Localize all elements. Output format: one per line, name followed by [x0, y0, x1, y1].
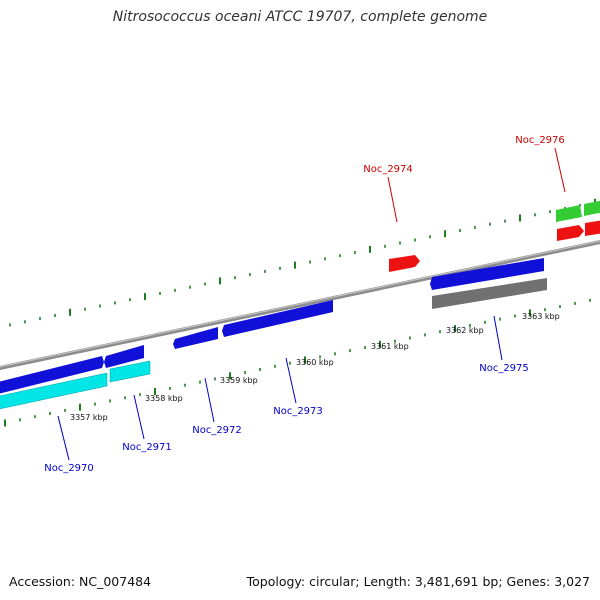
label-leader-lines — [57, 147, 566, 461]
scale-label: 3359 kbp — [220, 376, 258, 385]
leader-noc-2976 — [554, 147, 566, 193]
leader-noc-2973 — [285, 357, 297, 404]
scale-label: 3363 kbp — [522, 312, 560, 321]
scale-label: 3361 kbp — [371, 342, 409, 351]
rna-feature-noc-2976 — [557, 225, 584, 241]
feature-cyan-long — [0, 372, 108, 410]
gene-label-noc-2975: Noc_2975 — [479, 363, 529, 374]
feature-green-2 — [584, 200, 600, 216]
leader-noc-2971 — [133, 394, 145, 440]
scale-label: 3358 kbp — [145, 394, 183, 403]
gene-arrow-noc-2971 — [104, 345, 144, 368]
topology-label: Topology: circular; Length: 3,481,691 bp… — [246, 574, 590, 589]
genome-backbone — [0, 240, 600, 370]
rna-feature-edge — [585, 220, 600, 236]
gene-label-noc-2971: Noc_2971 — [122, 442, 172, 453]
gene-label-noc-2973: Noc_2973 — [273, 406, 323, 417]
accession-label: Accession: NC_007484 — [9, 574, 152, 589]
feature-cyan-short — [109, 360, 151, 383]
leader-noc-2970 — [57, 415, 70, 461]
gene-arrow-noc-2972 — [173, 327, 218, 349]
gene-label-noc-2974: Noc_2974 — [363, 164, 413, 175]
outer-tick-ring — [9, 198, 596, 327]
genome-backbone-highlight — [0, 240, 600, 368]
feature-grey — [432, 278, 547, 309]
leader-noc-2975 — [493, 315, 503, 361]
gene-arrow-noc-2970 — [0, 356, 104, 394]
rna-feature-noc-2974 — [389, 255, 420, 272]
scale-label: 3362 kbp — [446, 326, 484, 335]
feature-green-1 — [556, 205, 582, 222]
leader-noc-2974 — [387, 176, 398, 223]
gene-label-noc-2970: Noc_2970 — [44, 463, 94, 474]
leader-noc-2972 — [204, 377, 215, 423]
scale-labels: 3357 kbp 3358 kbp 3359 kbp 3360 kbp 3361… — [70, 312, 560, 422]
gene-label-noc-2972: Noc_2972 — [192, 425, 242, 436]
scale-label: 3360 kbp — [296, 358, 334, 367]
inner-tick-ring — [4, 298, 591, 427]
map-title: Nitrosococcus oceani ATCC 19707, complet… — [112, 9, 488, 25]
gene-label-noc-2976: Noc_2976 — [515, 135, 565, 146]
scale-label: 3357 kbp — [70, 413, 108, 422]
gene-arrow-noc-2975 — [430, 258, 544, 290]
gene-arrow-noc-2973 — [222, 300, 333, 337]
gene-labels: Noc_2970 Noc_2971 Noc_2972 Noc_2973 Noc_… — [44, 135, 565, 474]
